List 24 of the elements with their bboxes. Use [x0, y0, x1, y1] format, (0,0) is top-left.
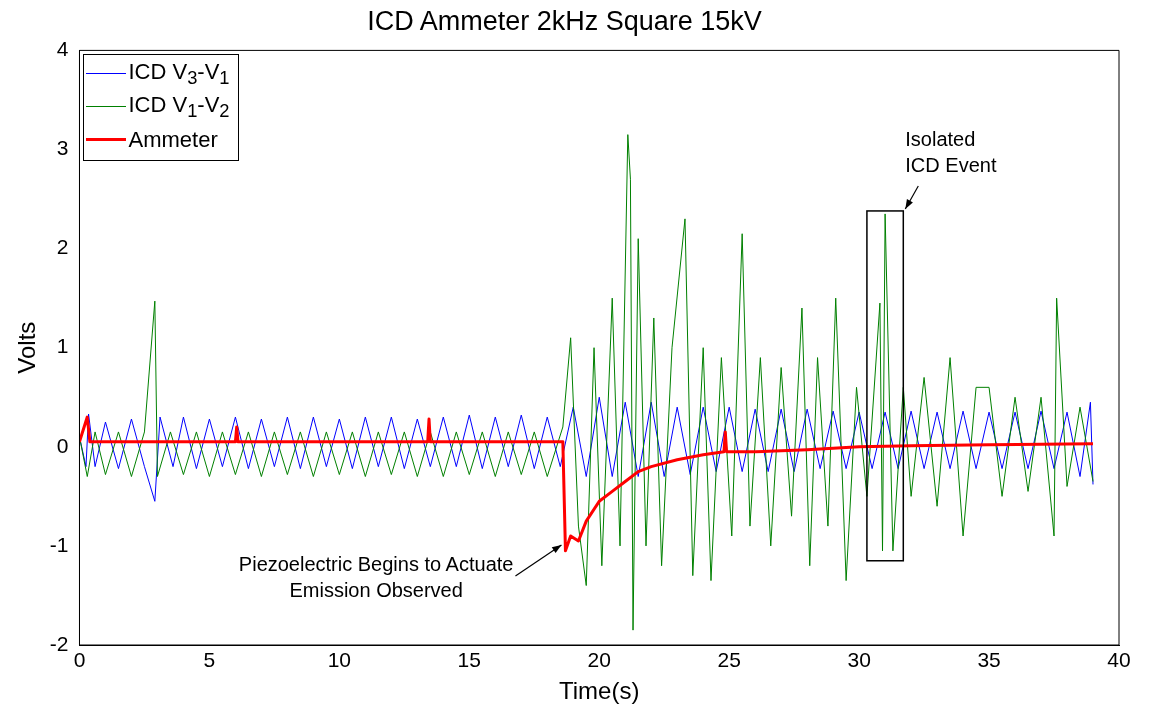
legend-label: ICD V$_{1}$-V$_{2}$: [128, 91, 230, 123]
x-tick-label: 0: [73, 648, 86, 672]
y-tick-label: 1: [56, 334, 69, 358]
x-tick-label: 5: [203, 648, 216, 672]
y-tick-label: 4: [56, 37, 69, 61]
y-axis-title: Volts: [13, 321, 41, 374]
x-tick-label: 25: [717, 648, 741, 672]
x-tick-label: 30: [847, 648, 871, 672]
x-tick-label: 20: [587, 648, 611, 672]
chart-title: ICD Ammeter 2kHz Square 15kV: [367, 5, 762, 36]
y-tick-label: -1: [49, 532, 69, 556]
y-tick-label: 0: [56, 433, 69, 457]
x-tick-label: 35: [977, 648, 1001, 672]
x-axis-title: Time(s): [559, 677, 640, 705]
legend-label: ICD V$_{3}$-V$_{1}$: [128, 58, 230, 90]
y-tick-label: -2: [49, 631, 69, 655]
annotation: Isolated ICD Event: [905, 126, 997, 178]
x-tick-label: 40: [1107, 648, 1131, 672]
y-tick-label: 2: [56, 235, 69, 259]
x-tick-label: 15: [457, 648, 481, 672]
y-tick-label: 3: [56, 136, 69, 160]
x-tick-label: 10: [327, 648, 352, 672]
annotation: Piezoelectric Begins to Actuate Emission Observed: [238, 551, 514, 603]
legend-label: Ammeter: [128, 126, 218, 153]
